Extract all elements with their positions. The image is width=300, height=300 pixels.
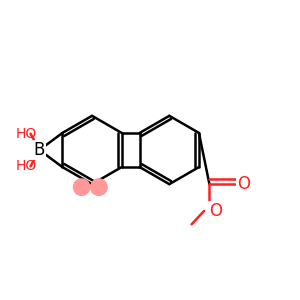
Circle shape	[90, 178, 108, 196]
Text: O: O	[209, 202, 223, 220]
Text: HO: HO	[16, 127, 37, 141]
Text: B: B	[34, 141, 45, 159]
Circle shape	[73, 178, 91, 196]
Text: O: O	[237, 175, 250, 193]
Text: HO: HO	[16, 159, 37, 173]
